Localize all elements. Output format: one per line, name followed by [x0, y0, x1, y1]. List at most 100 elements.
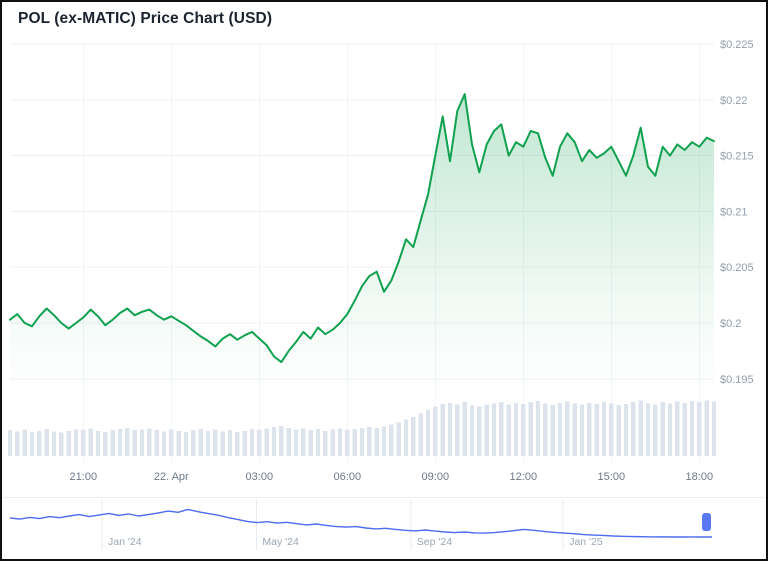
volume-bar	[191, 430, 196, 456]
navigator-tick-label: Jan '24	[108, 536, 142, 548]
volume-bar	[645, 403, 651, 456]
volume-bar	[623, 403, 629, 456]
volume-bar	[103, 431, 108, 456]
x-axis-label: 22. Apr	[154, 471, 189, 483]
volume-bar	[88, 428, 93, 456]
x-axis-label: 06:00	[334, 471, 362, 483]
volume-bar	[117, 429, 123, 456]
volume-bar	[425, 410, 431, 456]
x-axis-labels: 21:00 22. Apr 03:00 06:00 09:00 12:00 15:00 18:…	[70, 471, 714, 483]
volume-bar	[279, 425, 284, 456]
volume-bar	[359, 428, 365, 456]
volume-bar	[469, 405, 475, 456]
x-axis-label: 09:00	[422, 471, 450, 483]
volume-bar	[308, 430, 313, 456]
volume-bar	[367, 426, 372, 456]
volume-bar	[73, 429, 79, 456]
x-axis-label: 03:00	[246, 471, 274, 483]
navigator-tick-label: Jan '25	[569, 536, 603, 548]
volume-bar	[337, 428, 343, 456]
volume-bar	[257, 430, 262, 456]
volume-bar	[682, 402, 687, 456]
volume-bar	[594, 403, 599, 456]
volume-bar	[440, 403, 445, 456]
volume-bar	[704, 400, 709, 456]
volume-bar	[220, 431, 225, 456]
volume-bar	[205, 430, 211, 456]
volume-bar	[139, 429, 145, 456]
navigator-tick-label: Sep '24	[417, 536, 452, 548]
navigator-separator	[2, 497, 766, 498]
volume-bar	[293, 429, 299, 456]
volume-bar	[183, 431, 189, 456]
volume-bar	[689, 401, 695, 456]
volume-bar	[667, 403, 673, 456]
volume-bar	[147, 428, 152, 456]
volume-bar	[579, 404, 585, 456]
x-axis-label: 15:00	[598, 471, 626, 483]
y-axis-label: $0.22	[720, 95, 748, 107]
main-price-chart[interactable]: $0.225 $0.22 $0.215 $0.21 $0.205 $0.2 $0.195 21…	[2, 32, 766, 492]
volume-bar	[675, 401, 680, 456]
volume-bar	[37, 430, 42, 456]
volume-bar	[411, 416, 416, 456]
volume-bar	[389, 424, 394, 456]
volume-bar	[396, 422, 401, 456]
volume-bar	[95, 430, 101, 456]
volume-bar	[631, 402, 636, 456]
volume-bar	[616, 405, 621, 456]
volume-bar	[572, 403, 577, 456]
volume-bar	[638, 400, 643, 456]
volume-bar	[66, 430, 71, 456]
price-line-series	[9, 93, 715, 364]
volume-bar	[44, 429, 49, 456]
volume-bar	[271, 426, 277, 456]
volume-bar	[264, 428, 269, 456]
y-axis-label: $0.205	[720, 262, 754, 274]
volume-bar	[213, 429, 218, 456]
navigator-handle[interactable]	[702, 513, 711, 531]
volume-bar	[345, 430, 350, 456]
volume-bar	[169, 429, 174, 456]
x-axis-label: 12:00	[510, 471, 538, 483]
volume-bar	[249, 429, 255, 456]
volume-bar	[227, 430, 233, 456]
volume-bar	[374, 428, 379, 456]
x-axis-label: 21:00	[70, 471, 98, 483]
volume-bar	[51, 431, 57, 456]
volume-bar	[587, 402, 592, 456]
volume-bar	[59, 432, 64, 456]
volume-bar	[711, 401, 717, 456]
volume-bar	[403, 419, 409, 456]
range-navigator[interactable]: Jan '24 May '24 Sep '24 Jan '25	[2, 500, 766, 556]
volume-bar	[154, 430, 159, 456]
volume-bar	[535, 401, 541, 456]
volume-bar	[330, 429, 335, 456]
volume-bar	[81, 430, 86, 456]
volume-bar	[477, 406, 482, 456]
volume-bar	[601, 402, 607, 456]
volume-bar	[315, 429, 321, 456]
volume-bar	[653, 404, 658, 456]
volume-bar	[499, 402, 504, 456]
volume-bar	[286, 428, 291, 456]
price-area-fill	[10, 94, 714, 390]
volume-bar	[609, 403, 614, 456]
volume-bar	[660, 402, 665, 456]
volume-bar	[506, 404, 511, 456]
volume-bar	[557, 402, 563, 456]
volume-bar	[455, 404, 460, 456]
volume-bar	[29, 431, 35, 456]
volume-bar	[697, 402, 702, 456]
volume-bar	[7, 430, 13, 456]
volume-bar	[543, 403, 548, 456]
volume-bars	[7, 400, 717, 456]
chart-title: POL (ex-MATIC) Price Chart (USD)	[18, 10, 273, 27]
y-axis-label: $0.2	[720, 318, 741, 330]
volume-bar	[242, 430, 247, 456]
navigator-tick-label: May '24	[262, 536, 299, 548]
volume-bar	[381, 426, 387, 456]
volume-bar	[22, 429, 27, 456]
volume-bar	[565, 401, 570, 456]
